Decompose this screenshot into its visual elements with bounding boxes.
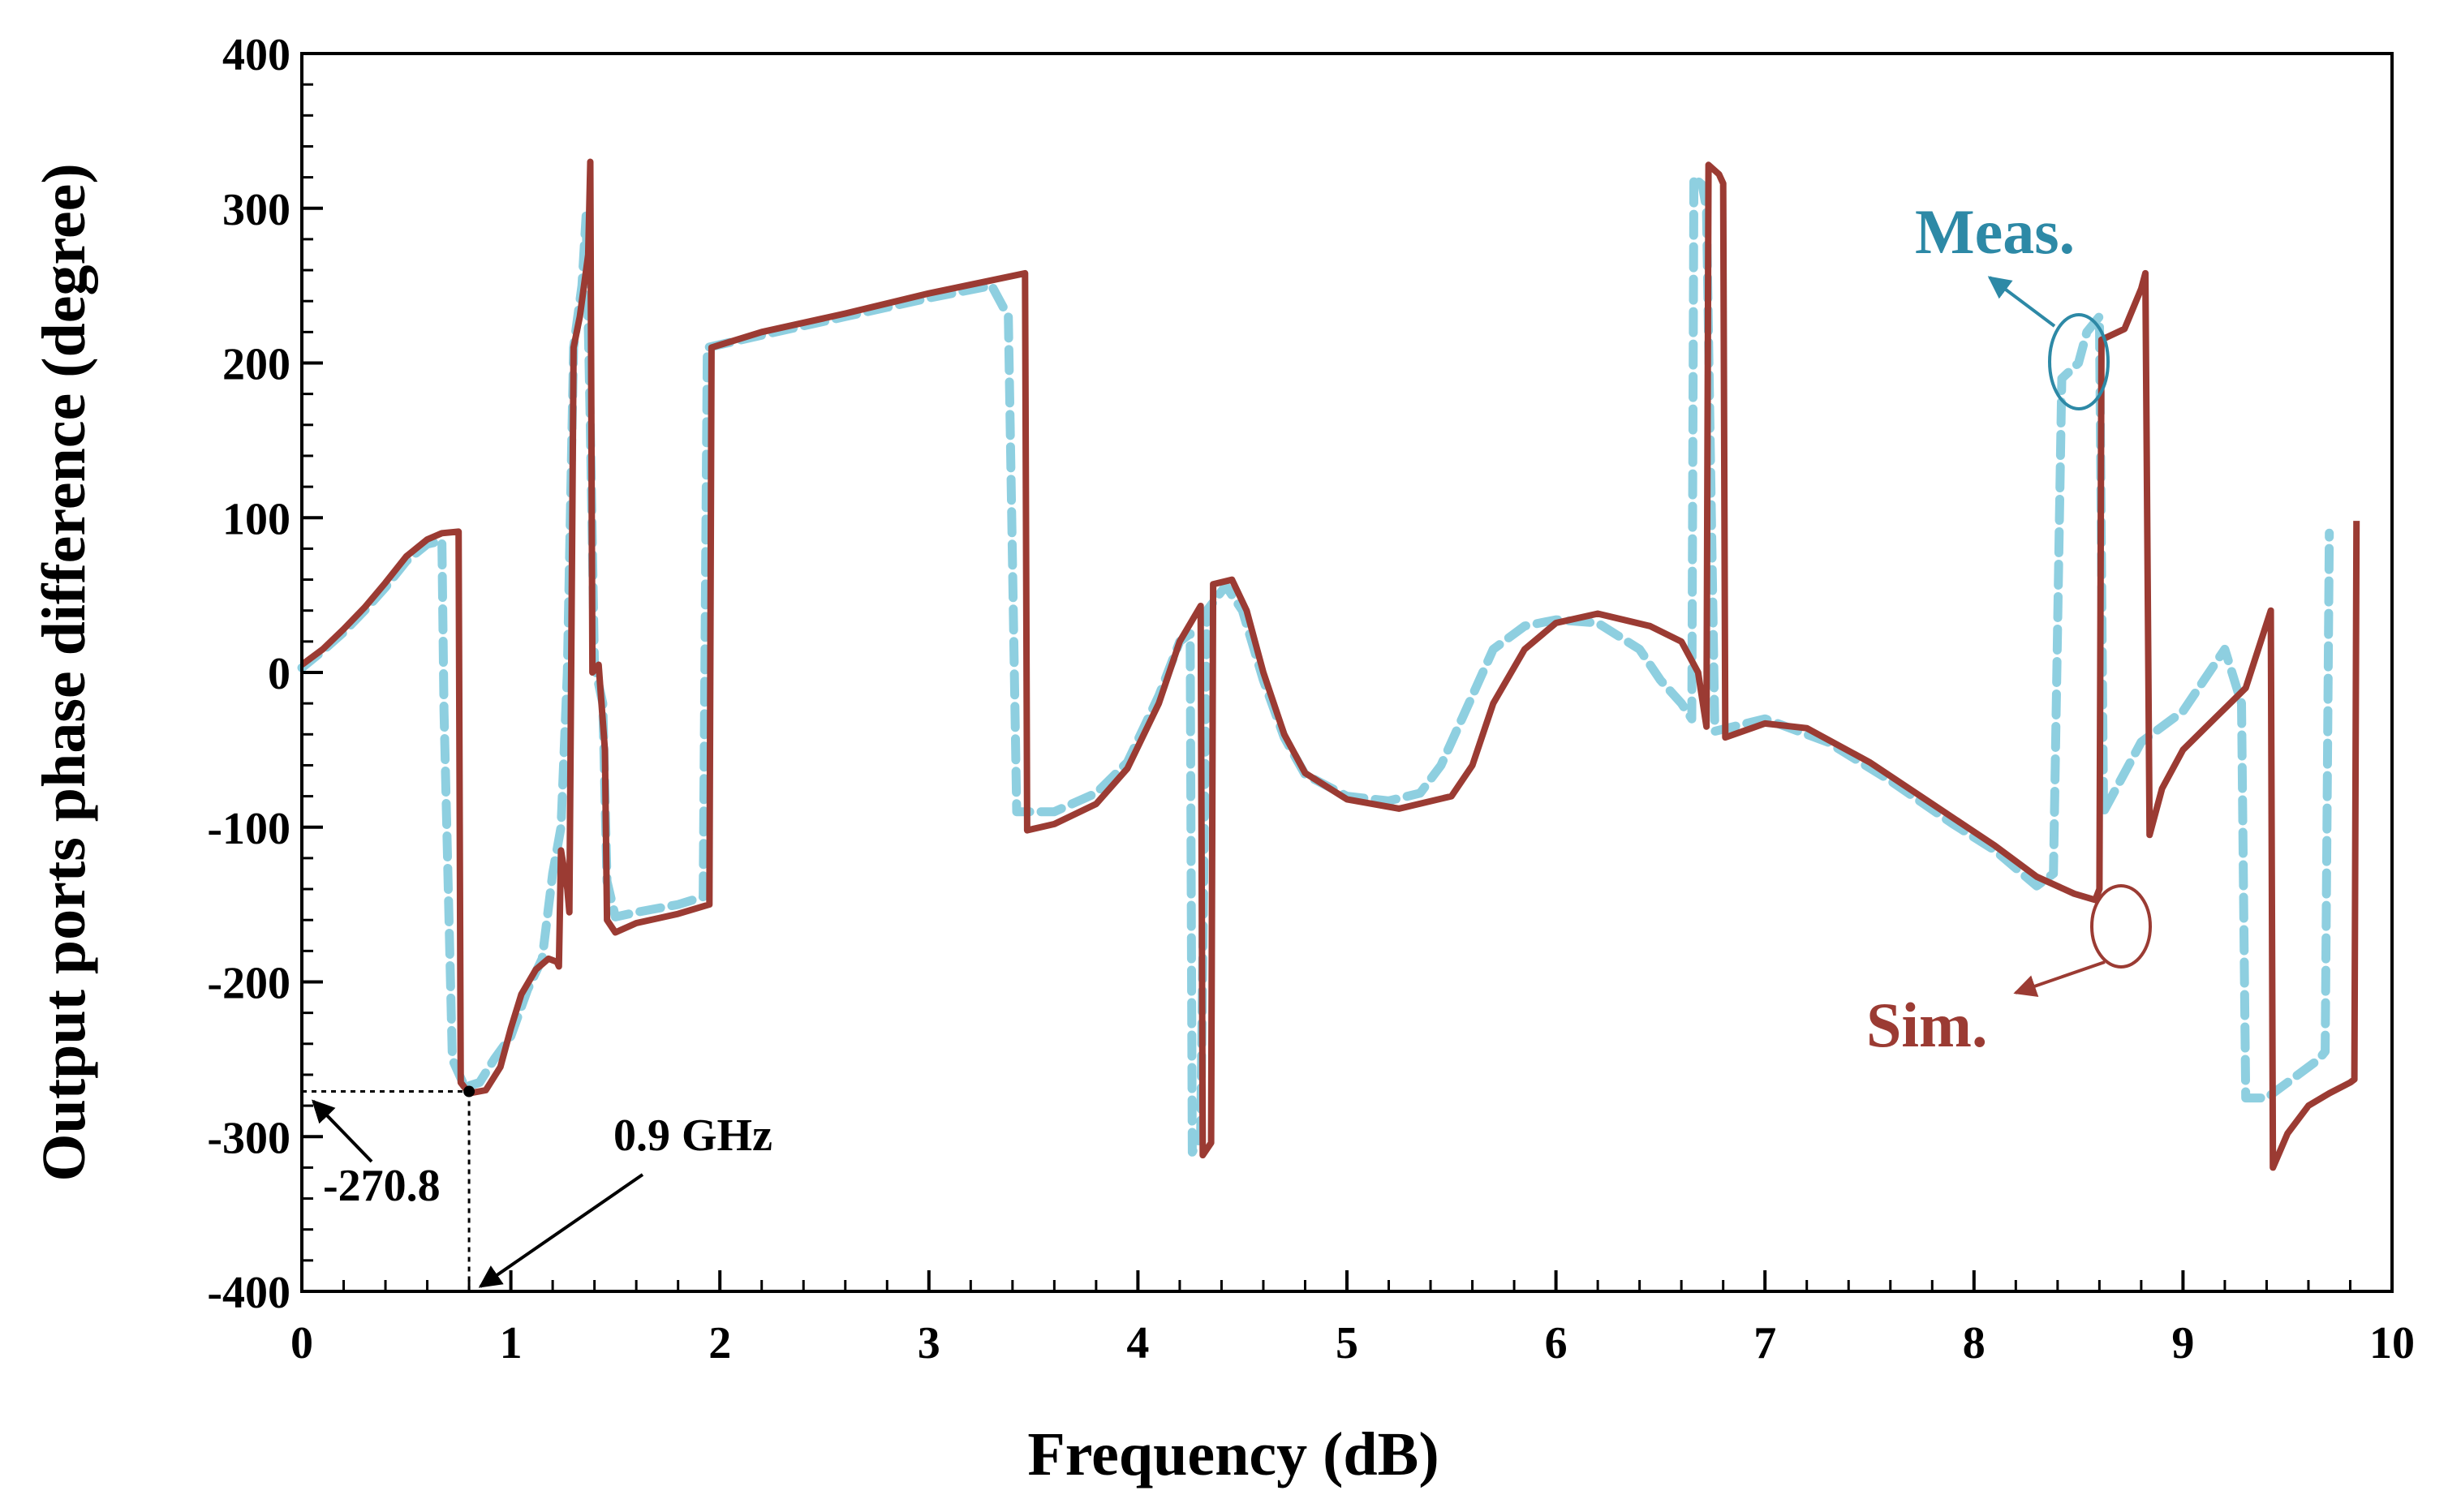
- marker-point: [463, 1085, 475, 1097]
- y-tick-label: 400: [222, 30, 290, 80]
- freq-arrow: [478, 1173, 644, 1288]
- x-tick-label: 3: [918, 1318, 940, 1368]
- y-tick-label: 300: [222, 185, 290, 235]
- annotation-layer: [302, 276, 2152, 1291]
- x-tick-label: 10: [2369, 1318, 2415, 1368]
- y-tick-label: 100: [222, 494, 290, 544]
- y-axis-title: Output ports phase difference (degree): [30, 163, 98, 1181]
- x-tick-label: 5: [1336, 1318, 1358, 1368]
- meas-ellipse: [2048, 313, 2110, 410]
- x-tick-label: 9: [2171, 1318, 2194, 1368]
- x-tick-label: 7: [1753, 1318, 1776, 1368]
- meas-legend-label: Meas.: [1915, 196, 2075, 267]
- series-line-meas: [297, 173, 2334, 1157]
- value-arrow: [312, 1099, 373, 1163]
- x-tick-label: 1: [500, 1318, 523, 1368]
- x-tick-label: 2: [708, 1318, 731, 1368]
- point-freq-label: 0.9 GHz: [613, 1110, 772, 1161]
- y-tick-label: -300: [207, 1113, 290, 1163]
- ticks-layer: 0 1 2 3 4 5 6 7 8 9 10 -400 -300 -200 -100 0 100 200 300 40…: [207, 30, 2415, 1368]
- sim-arrow: [2013, 960, 2106, 998]
- y-tick-label: 200: [222, 340, 290, 390]
- sim-ellipse: [2090, 884, 2152, 969]
- x-axis-title: Frequency (dB): [1027, 1420, 1439, 1488]
- x-tick-label: 4: [1126, 1318, 1149, 1368]
- series-line-sim: [299, 158, 2360, 1171]
- sim-legend-label: Sim.: [1866, 990, 1988, 1060]
- y-tick-label: 0: [268, 649, 290, 699]
- x-tick-label: 0: [290, 1318, 313, 1368]
- meas-arrow: [1987, 276, 2056, 328]
- x-tick-label: 6: [1545, 1318, 1568, 1368]
- y-tick-label: -100: [207, 804, 290, 854]
- y-tick-label: -400: [207, 1268, 290, 1318]
- plot-frame: [300, 52, 2394, 1293]
- x-tick-label: 8: [1963, 1318, 1986, 1368]
- series-layer: [297, 158, 2360, 1171]
- point-value-label: -270.8: [323, 1161, 441, 1211]
- y-tick-label: -200: [207, 959, 290, 1009]
